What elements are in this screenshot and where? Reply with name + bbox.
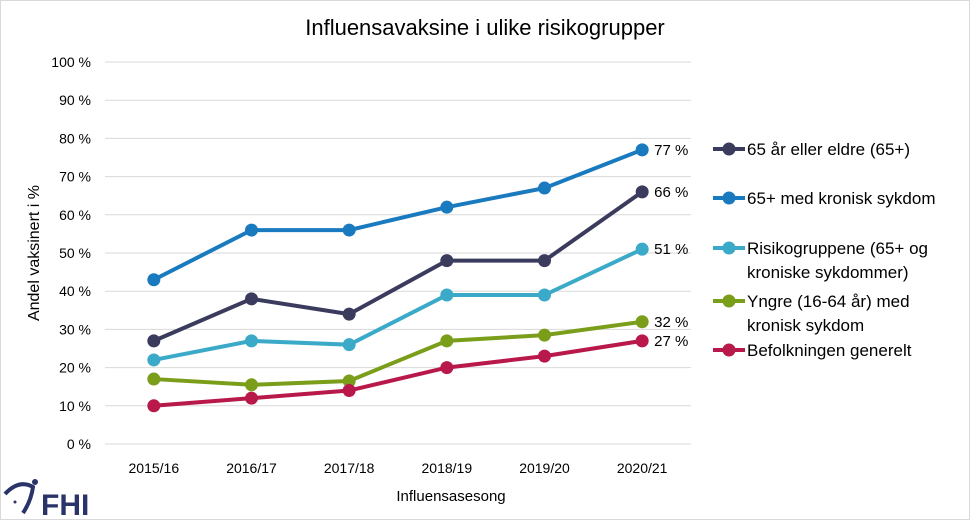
series-line [153,190,644,343]
y-tick-label: 0 % [67,436,91,452]
data-point [538,349,551,363]
fhi-logo-text: FHI [41,489,89,521]
data-point [538,254,551,268]
data-point [342,223,356,237]
data-point [342,384,356,398]
data-point [635,242,649,256]
data-point [440,200,454,214]
legend-marker-dot [722,191,736,205]
data-point [245,391,258,405]
legend-label: Befolkningen generelt [747,341,912,360]
x-tick-label: 2018/19 [422,460,473,476]
fhi-logo: FHI [3,479,89,521]
y-tick-label: 50 % [59,245,91,261]
data-point [635,315,649,329]
y-tick-label: 70 % [59,169,91,185]
legend-label: Risikogruppene (65+ og [747,239,928,258]
y-tick-label: 10 % [59,398,91,414]
end-value-label: 66 % [654,184,688,201]
legend-label: 65 år eller eldre (65+) [747,140,910,159]
x-tick-label: 2020/21 [617,460,668,476]
end-value-label: 27 % [654,333,688,350]
y-tick-label: 20 % [59,360,91,376]
data-point [440,361,454,375]
data-point [635,185,649,199]
end-value-label: 77 % [654,142,688,159]
legend-marker-dot [722,294,736,308]
data-point [147,353,161,367]
legend-label: Yngre (16-64 år) med [747,292,910,311]
y-tick-label: 40 % [59,283,91,299]
data-point [440,288,454,302]
end-value-label: 51 % [654,241,688,258]
y-tick-label: 80 % [59,130,91,146]
data-point [538,328,551,342]
y-tick-label: 60 % [59,207,91,223]
data-point [635,334,649,348]
data-point [342,307,356,321]
legend-marker-dot [722,142,736,156]
data-point [245,378,258,392]
legend-label: 65+ med kronisk sykdom [747,189,936,208]
data-point [245,292,258,306]
x-tick-label: 2016/17 [226,460,277,476]
data-point [538,288,551,302]
data-point [440,254,454,268]
series-line [153,247,644,362]
data-point [440,334,454,348]
x-tick-label: 2015/16 [129,460,180,476]
end-value-label: 32 % [654,314,688,331]
data-point [147,399,161,413]
legend-label: kronisk sykdom [747,316,864,335]
series-line [153,319,643,387]
x-axis-label: Influensasesong [396,488,505,505]
y-axis-label: Andel vaksinert i % [26,185,43,321]
x-tick-label: 2017/18 [324,460,375,476]
data-point [342,374,356,388]
legend-marker-dot [722,241,736,255]
data-point [147,334,161,348]
data-point [245,334,258,348]
data-point [147,372,161,386]
chart-title: Influensavaksine i ulike risikogrupper [305,15,665,40]
data-point [245,223,258,237]
data-point [635,143,649,157]
series-line [152,147,643,282]
data-point [147,273,161,287]
data-point [342,338,356,352]
series-line [153,338,643,408]
legend-label: kroniske sykdommer) [747,263,909,282]
legend-marker-dot [722,343,736,357]
x-tick-label: 2019/20 [519,460,570,476]
y-tick-label: 100 % [51,54,91,70]
y-tick-label: 30 % [59,321,91,337]
y-tick-label: 90 % [59,92,91,108]
data-point [538,181,551,195]
